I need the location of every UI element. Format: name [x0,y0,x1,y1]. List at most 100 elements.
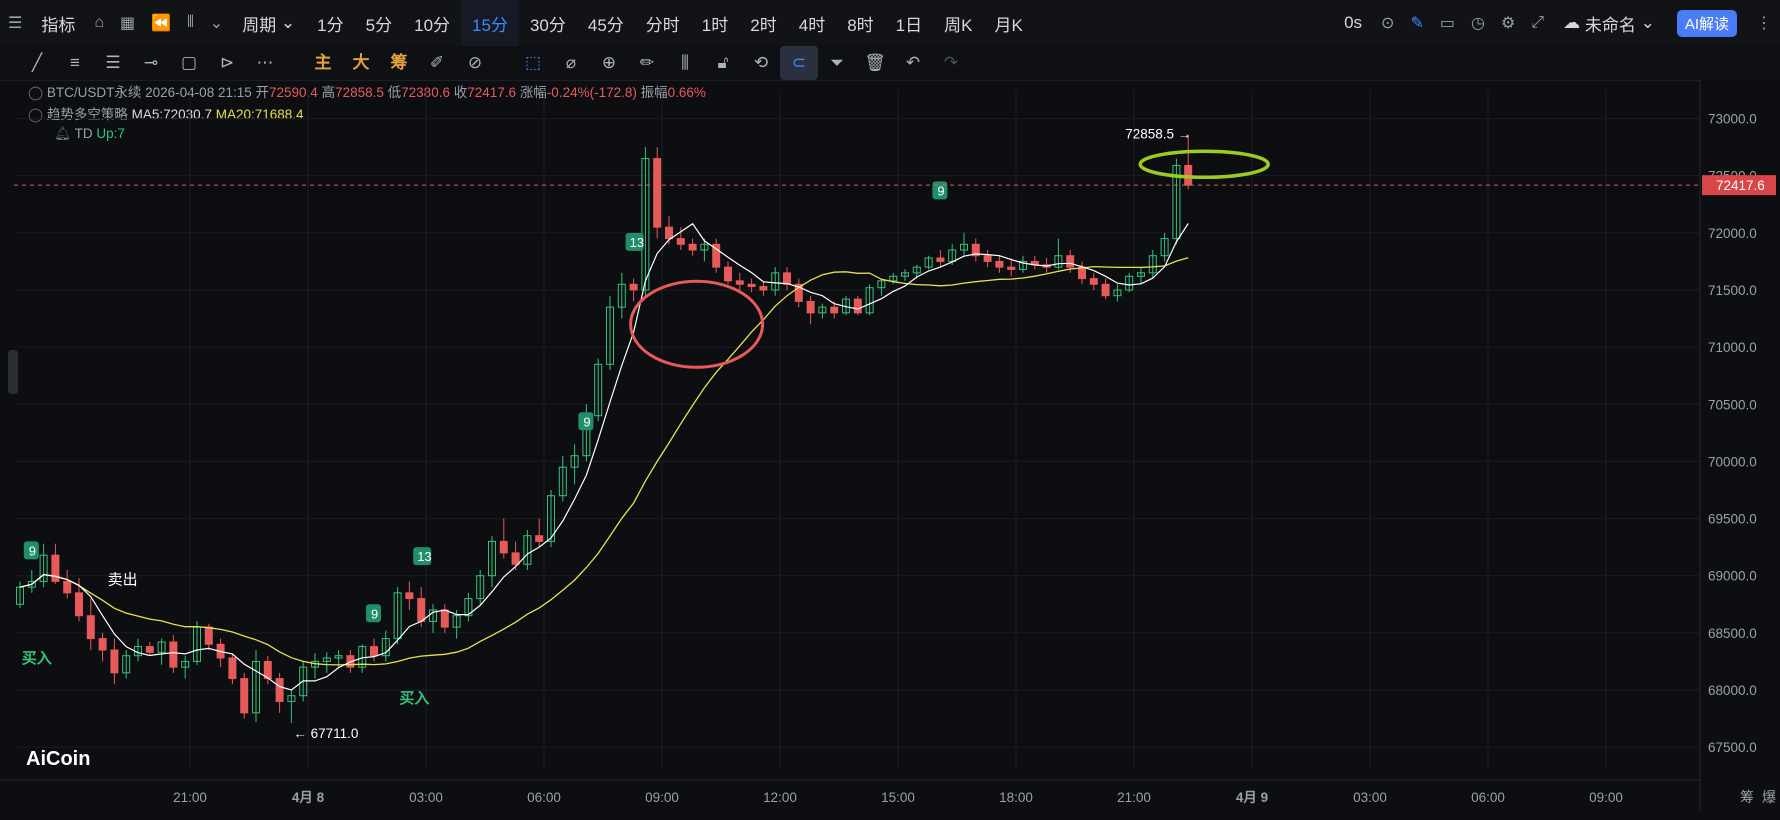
buy-signal-label: 买入 [399,690,429,707]
pen-icon[interactable]: ✎ [1410,15,1424,32]
candles-tool-icon[interactable]: ⫼ [681,53,689,72]
td-mark-label: 9 [937,183,944,198]
interval-1h[interactable]: 1时 [701,15,729,35]
slash-tool-icon[interactable]: ⊘ [467,53,483,72]
candle-body [1148,255,1157,274]
edit-tool-icon[interactable]: ✐ [429,53,445,72]
candle-body [417,598,426,622]
cabinet-icon[interactable]: ⌂ [94,14,105,31]
candle-body [983,255,992,262]
candle-body [606,306,614,365]
delete-tool-icon[interactable]: 🗑︎ [864,53,886,72]
price-tick-label: 67500.0 [1708,740,1757,755]
horizontal-tool-icon[interactable]: ⊸ [143,53,159,72]
amplitude-value: 0.66% [667,85,706,100]
td-label: TD [74,126,93,141]
rectangle-tool-icon[interactable]: ▢ [180,53,198,72]
play-tool-icon[interactable]: ⊳ [219,53,235,72]
camera-icon[interactable]: ⊙ [1381,15,1395,32]
close-label: 收 [453,85,468,100]
cloud-icon: ☁ [1563,13,1581,32]
replay-timer[interactable]: 0s [1344,13,1363,32]
interval-1d[interactable]: 1日 [895,15,923,35]
undo-icon[interactable]: ↶ [905,53,921,72]
candle-body [1113,289,1122,297]
redo-icon[interactable]: ↷ [943,53,959,72]
candle-body [63,580,72,594]
candle-body [653,158,662,228]
time-tick-label: 09:00 [645,790,679,805]
channel-tool-icon[interactable]: ≡ [70,53,80,72]
grid-icon[interactable]: ▦ [120,15,136,32]
layout-dropdown[interactable]: ☁ 未命名 ⌄ [1552,0,1666,46]
ruler-tool-icon[interactable]: ⌀ [565,53,577,72]
candle-body [252,660,260,714]
interval-15m[interactable]: 15分 [461,0,519,46]
annotation-red-ellipse [629,279,765,369]
candle-body [865,287,874,314]
clock-icon[interactable]: ◷ [1470,15,1485,32]
menu-icon[interactable]: ☰ [8,15,23,32]
magnet-tool-icon[interactable]: ⊂ [780,46,818,80]
interval-week[interactable]: 周K [944,15,973,35]
candle-body [759,286,768,291]
candle-body [523,535,532,565]
candle-body [676,238,685,245]
candle-body [16,586,24,605]
main-chart-toggle[interactable]: 主 [314,53,332,72]
price-tick-label: 73000.0 [1708,112,1757,127]
big-order-toggle[interactable]: 大 [352,53,370,72]
parallel-tool-icon[interactable]: ☰ [105,53,121,72]
price-tick-label: 69000.0 [1708,569,1757,584]
interval-1m[interactable]: 1分 [317,15,344,35]
candle-body [440,609,449,628]
time-tick-label: 4月 8 [292,790,325,805]
current-price-tag [1702,175,1776,196]
interval-5m[interactable]: 5分 [365,15,393,35]
price-tick-label: 72000.0 [1708,226,1757,241]
fullscreen-icon[interactable]: ⤢ [1531,14,1545,31]
candle-body [783,272,791,285]
candle-body [27,580,36,588]
candle-body [700,243,709,251]
interval-45m[interactable]: 45分 [587,15,624,35]
line-tool-icon[interactable]: ╱ [31,53,43,72]
symbol-name: BTC/USDT永续 [46,85,142,100]
candle-body [1125,275,1134,291]
period-dropdown[interactable]: 周期 ⌄ [231,0,306,46]
annotation-green-ellipse [1138,149,1270,180]
candle-body [617,283,626,308]
interval-30m[interactable]: 30分 [529,15,566,35]
note-icon[interactable]: ▭ [1439,15,1455,32]
cursor-tool-icon[interactable]: ⬚ [524,53,542,72]
interval-month[interactable]: 月K [994,15,1023,35]
interval-2h[interactable]: 2时 [750,15,777,35]
interval-4h[interactable]: 4时 [798,15,826,35]
lock-tool-icon[interactable]: 🔓︎ [717,53,729,72]
settings-icon[interactable]: ⚙ [1500,15,1516,32]
liquidation-corner-label: 爆 [1762,789,1776,805]
candle-body [594,363,603,417]
current-price-text: 72417.6 [1716,178,1765,193]
interval-timeshare[interactable]: 分时 [645,15,680,35]
side-collapse-handle[interactable] [8,350,18,394]
close-value: 72417.6 [467,85,517,100]
filter-tool-icon[interactable]: ⏷ [830,53,844,72]
zoom-tool-icon[interactable]: ⊕ [601,53,617,72]
kline-chart[interactable]: 73000.072500.072000.071500.071000.070500… [0,80,1780,820]
rewind-icon[interactable]: ⏪ [151,15,172,32]
chevron-down-icon[interactable]: ⌄ [209,15,224,32]
brush-tool-icon[interactable]: ✏ [639,53,655,72]
interval-8h[interactable]: 8时 [847,15,874,35]
info-collapse-icon[interactable]: ◯ [28,85,44,100]
candle-body [1019,260,1027,270]
indicator-button[interactable]: 指标 [41,15,76,35]
sync-tool-icon[interactable]: ⟲ [753,53,769,72]
interval-10m[interactable]: 10分 [414,15,451,35]
more-tools-icon[interactable]: ⋯ [256,53,274,72]
candle-body [1066,255,1075,268]
ai-analysis-button[interactable]: AI解读 [1676,9,1737,37]
chip-toggle[interactable]: 筹 [390,53,408,72]
candle-icon[interactable]: ⫴ [187,14,194,31]
more-icon[interactable]: ⋮ [1756,15,1772,32]
